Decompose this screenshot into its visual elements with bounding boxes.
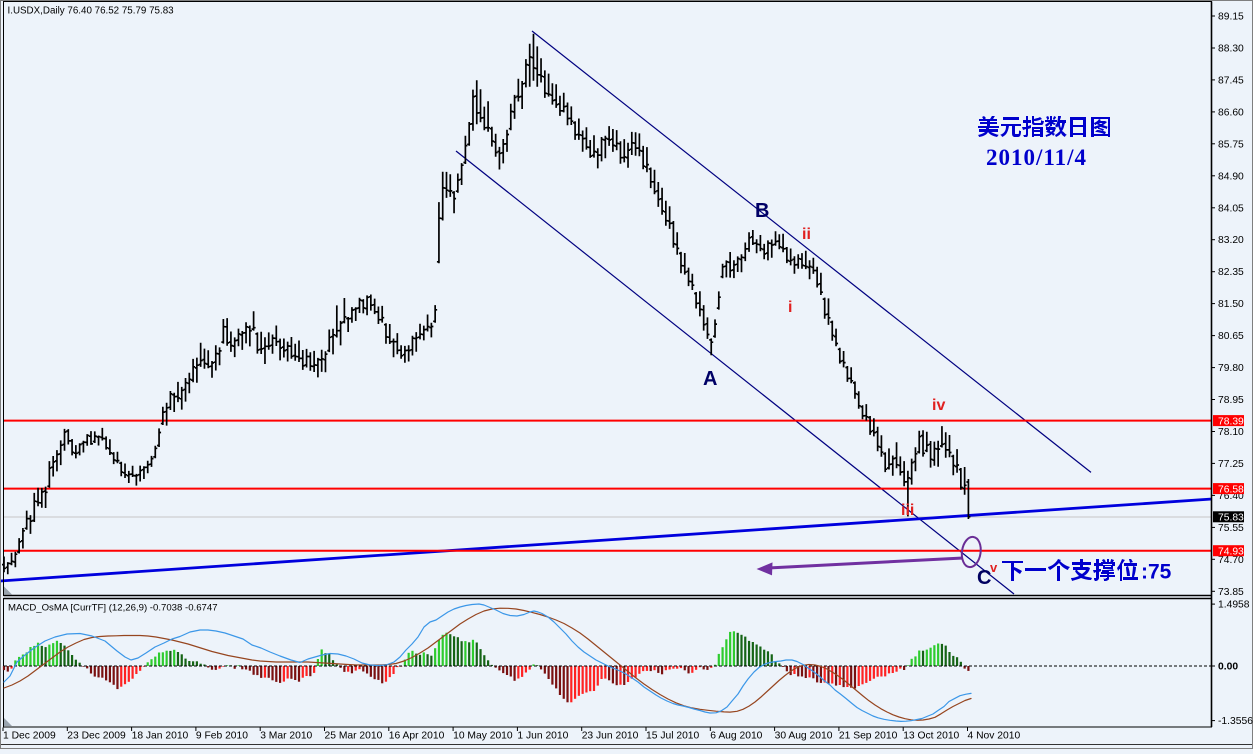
svg-text:15 Jul 2010: 15 Jul 2010 (646, 731, 700, 742)
svg-text:i: i (788, 299, 792, 316)
svg-text:16 Apr 2010: 16 Apr 2010 (389, 731, 445, 742)
svg-text:10 May 2010: 10 May 2010 (453, 731, 513, 742)
svg-text:74.93: 74.93 (1218, 547, 1244, 558)
svg-text:25 Mar 2010: 25 Mar 2010 (325, 731, 383, 742)
svg-text::75: :75 (1141, 561, 1172, 584)
svg-text:82.35: 82.35 (1218, 267, 1244, 278)
svg-text:78.95: 78.95 (1218, 395, 1244, 406)
svg-text:18 Jan 2010: 18 Jan 2010 (132, 731, 189, 742)
svg-text:84.90: 84.90 (1218, 171, 1244, 182)
svg-text:9 Feb 2010: 9 Feb 2010 (196, 731, 248, 742)
svg-text:iii: iii (901, 502, 914, 519)
svg-text:3 Mar 2010: 3 Mar 2010 (260, 731, 312, 742)
svg-text:87.45: 87.45 (1218, 75, 1244, 86)
svg-text:83.20: 83.20 (1218, 235, 1244, 246)
svg-text:I.USDX,Daily 76.40 76.52 75.7: I.USDX,Daily 76.40 76.52 75.79 75.83 (8, 6, 175, 17)
svg-text:75.83: 75.83 (1218, 513, 1244, 524)
svg-text:78.10: 78.10 (1218, 427, 1244, 438)
svg-text:ii: ii (802, 226, 811, 243)
svg-text:76.58: 76.58 (1218, 484, 1244, 495)
svg-text:75.55: 75.55 (1218, 523, 1244, 534)
svg-text:85.75: 85.75 (1218, 139, 1244, 150)
svg-text:1.4958: 1.4958 (1218, 600, 1250, 611)
svg-text:-1.3556: -1.3556 (1218, 716, 1253, 727)
svg-text:6 Aug 2010: 6 Aug 2010 (710, 731, 762, 742)
svg-text:iv: iv (932, 397, 945, 414)
svg-text:4 Nov 2010: 4 Nov 2010 (968, 731, 1021, 742)
svg-text:23 Jun 2010: 23 Jun 2010 (582, 731, 639, 742)
svg-text:MACD_OsMA [CurrTF] (12,26,9) -: MACD_OsMA [CurrTF] (12,26,9) -0.7038 -0.… (8, 603, 218, 614)
svg-text:78.39: 78.39 (1218, 416, 1244, 427)
svg-text:89.15: 89.15 (1218, 12, 1244, 23)
svg-text:74.70: 74.70 (1218, 555, 1244, 566)
svg-text:1 Dec 2009: 1 Dec 2009 (3, 731, 56, 742)
svg-text:81.50: 81.50 (1218, 299, 1244, 310)
svg-text:2010/11/4: 2010/11/4 (986, 145, 1087, 170)
svg-text:79.80: 79.80 (1218, 363, 1244, 374)
svg-text:84.05: 84.05 (1218, 203, 1244, 214)
svg-text:80.65: 80.65 (1218, 331, 1244, 342)
svg-text:21 Sep 2010: 21 Sep 2010 (839, 731, 898, 742)
svg-text:23 Dec 2009: 23 Dec 2009 (67, 731, 126, 742)
svg-text:1 Jun 2010: 1 Jun 2010 (517, 731, 568, 742)
svg-text:86.60: 86.60 (1218, 107, 1244, 118)
svg-text:13 Oct 2010: 13 Oct 2010 (903, 731, 959, 742)
svg-text:88.30: 88.30 (1218, 44, 1244, 55)
svg-text:76.40: 76.40 (1218, 491, 1244, 502)
svg-text:A: A (703, 368, 717, 390)
svg-text:77.25: 77.25 (1218, 459, 1244, 470)
svg-text:v: v (990, 560, 998, 575)
svg-text:0.00: 0.00 (1218, 662, 1238, 673)
svg-text:30 Aug 2010: 30 Aug 2010 (775, 731, 833, 742)
svg-text:73.85: 73.85 (1218, 587, 1244, 598)
svg-text:C: C (977, 567, 991, 589)
svg-text:B: B (755, 200, 769, 222)
